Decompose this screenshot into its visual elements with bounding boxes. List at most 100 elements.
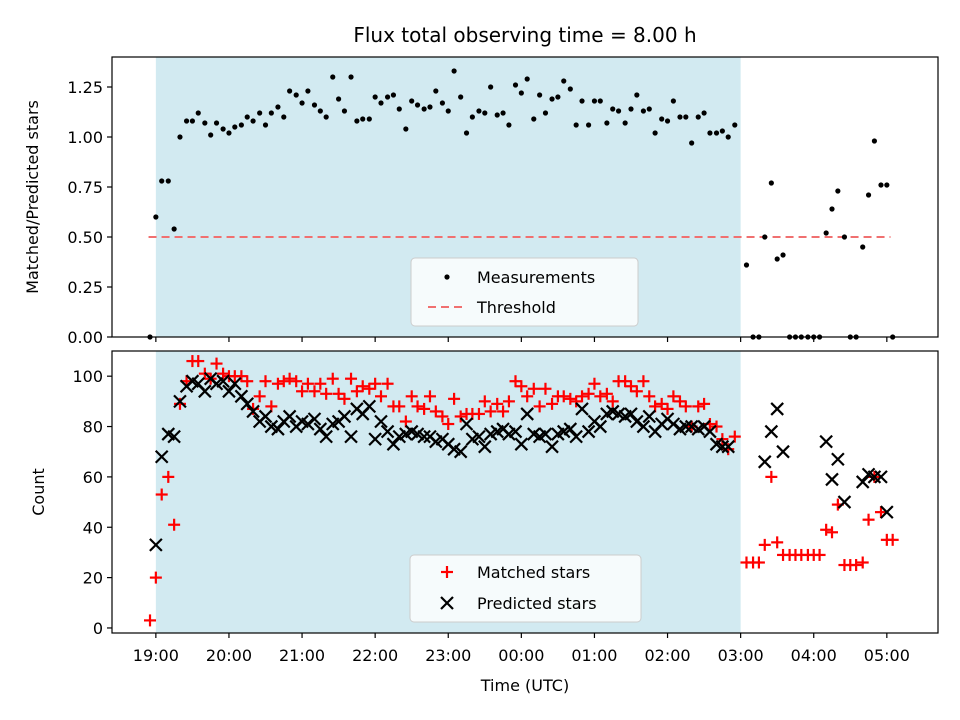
- matched-star-point: [290, 375, 303, 388]
- top-ytick-label: 0.00: [67, 328, 103, 347]
- measurement-point: [348, 74, 354, 80]
- measurement-point: [506, 122, 512, 128]
- matched-star-point: [429, 405, 442, 418]
- predicted-star-point: [703, 424, 717, 439]
- matched-star-point: [418, 402, 431, 415]
- measurement-point: [305, 88, 311, 94]
- matched-star-point: [436, 410, 449, 423]
- predicted-star-point: [459, 417, 474, 431]
- predicted-star-point: [258, 409, 273, 424]
- predicted-star-point: [234, 389, 249, 404]
- measurement-point: [427, 104, 433, 110]
- measurement-point: [695, 114, 701, 120]
- top-ytick-label: 0.75: [67, 178, 103, 197]
- xtick-label: 00:00: [498, 646, 544, 665]
- matched-star-point: [320, 387, 333, 400]
- measurement-point: [860, 244, 866, 250]
- measurement-point: [579, 98, 585, 104]
- xtick-label: 02:00: [644, 646, 690, 665]
- matched-star-point: [478, 395, 491, 408]
- measurement-point: [707, 130, 713, 136]
- matched-star-point: [454, 410, 467, 423]
- measurement-point: [177, 134, 183, 140]
- matched-star-point: [886, 533, 899, 546]
- measurement-point: [372, 94, 378, 100]
- measurement-point: [189, 118, 196, 124]
- top-y-axis-label: Matched/Predicted stars: [23, 100, 42, 294]
- measurement-point: [469, 114, 475, 120]
- measurement-point: [597, 98, 603, 104]
- measurement-point: [159, 178, 165, 184]
- predicted-star-point: [228, 376, 242, 391]
- matched-star-point: [576, 390, 589, 403]
- measurement-point: [664, 118, 671, 124]
- xtick-label: 03:00: [718, 646, 764, 665]
- matched-star-point: [448, 392, 461, 405]
- matched-star-point: [326, 372, 339, 385]
- matched-star-point: [643, 390, 656, 403]
- measurement-point: [567, 86, 573, 92]
- matched-star-point: [314, 377, 327, 390]
- matched-star-point: [521, 390, 534, 403]
- measurement-point: [713, 130, 720, 136]
- matched-star-point: [698, 397, 711, 410]
- matched-star-point: [423, 390, 436, 403]
- measurement-point: [591, 98, 598, 104]
- predicted-star-point: [173, 394, 187, 409]
- xtick-label: 22:00: [352, 646, 398, 665]
- measurement-point: [652, 130, 658, 136]
- measurement-point: [732, 122, 738, 128]
- matched-star-point: [874, 506, 887, 519]
- predicted-star-point: [271, 422, 285, 436]
- measurement-point: [378, 100, 384, 106]
- matched-star-point: [557, 390, 570, 403]
- matched-star-point: [826, 526, 839, 539]
- measurement-point: [537, 92, 543, 98]
- measurement-point: [262, 122, 269, 128]
- matched-star-point: [259, 375, 272, 388]
- matched-star-point: [369, 377, 382, 390]
- predicted-star-point: [825, 472, 839, 487]
- measurement-point: [683, 114, 689, 120]
- measurement-point: [542, 110, 549, 116]
- matched-star-point: [502, 395, 515, 408]
- matched-star-point: [271, 377, 284, 390]
- predicted-star-point: [715, 439, 730, 454]
- predicted-star-point: [757, 455, 772, 469]
- measurement-point: [634, 92, 640, 98]
- measurement-point: [317, 108, 323, 114]
- measurement-point: [195, 110, 201, 116]
- predicted-star-point: [538, 427, 553, 441]
- predicted-star-point: [874, 470, 888, 484]
- predicted-star-point: [167, 429, 181, 444]
- matched-star-point: [692, 400, 705, 413]
- predicted-star-point: [240, 397, 255, 411]
- matched-star-point: [356, 380, 369, 393]
- matched-star-point: [491, 397, 504, 410]
- measurement-point: [610, 106, 616, 112]
- measurement-point: [323, 114, 329, 120]
- bottom-legend: Matched stars Predicted stars: [409, 554, 642, 623]
- measurement-point: [226, 130, 232, 136]
- matched-star-point: [752, 556, 765, 569]
- top-ytick-label: 1.25: [67, 78, 103, 97]
- matched-star-point: [442, 418, 455, 431]
- measurement-point: [238, 122, 244, 128]
- predicted-star-point: [149, 538, 163, 552]
- measurement-point: [250, 118, 256, 124]
- legend-predicted-label: Predicted stars: [477, 594, 597, 613]
- top-legend-box: [410, 257, 639, 327]
- bottom-ytick-label: 80: [83, 418, 103, 437]
- measurement-point: [360, 116, 366, 122]
- bottom-ytick-label: 100: [72, 367, 103, 386]
- matched-star-point: [728, 430, 741, 443]
- matched-star-point: [411, 400, 424, 413]
- xtick-label: 05:00: [864, 646, 910, 665]
- measurement-point: [275, 104, 281, 110]
- matched-star-point: [144, 614, 157, 627]
- predicted-star-point: [831, 452, 845, 467]
- matched-star-point: [301, 377, 314, 390]
- predicted-star-point: [313, 422, 328, 436]
- measurement-point: [719, 128, 725, 134]
- predicted-star-point: [222, 384, 236, 399]
